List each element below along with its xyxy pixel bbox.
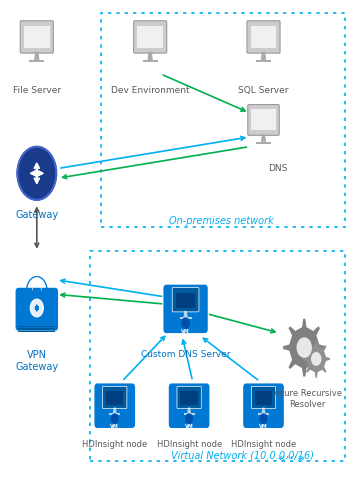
Polygon shape: [283, 318, 325, 376]
Polygon shape: [258, 413, 269, 415]
FancyBboxPatch shape: [24, 26, 50, 48]
FancyBboxPatch shape: [20, 21, 53, 53]
Polygon shape: [256, 142, 271, 144]
Text: DNS: DNS: [268, 164, 287, 172]
FancyBboxPatch shape: [106, 391, 124, 405]
Text: Dev Environment: Dev Environment: [111, 86, 190, 95]
Text: Azure Recursive
Resolver: Azure Recursive Resolver: [274, 389, 342, 409]
Text: «⋅⋅⋅»: «⋅⋅⋅»: [278, 451, 306, 465]
Polygon shape: [143, 60, 157, 62]
Circle shape: [111, 414, 118, 423]
Circle shape: [186, 414, 192, 423]
Circle shape: [17, 147, 56, 200]
Polygon shape: [113, 408, 117, 413]
Circle shape: [297, 338, 311, 357]
Text: HDInsight node: HDInsight node: [82, 440, 147, 449]
Polygon shape: [261, 408, 266, 413]
Circle shape: [182, 318, 189, 328]
Text: File Server: File Server: [13, 86, 61, 95]
Bar: [90, 251, 345, 461]
FancyBboxPatch shape: [176, 293, 195, 308]
FancyBboxPatch shape: [251, 26, 276, 48]
Text: HDInsight node: HDInsight node: [231, 440, 296, 449]
Polygon shape: [34, 52, 40, 60]
FancyBboxPatch shape: [251, 386, 276, 409]
FancyBboxPatch shape: [248, 105, 279, 135]
Text: Custom DNS Server: Custom DNS Server: [141, 350, 230, 359]
Circle shape: [30, 299, 43, 317]
Polygon shape: [261, 134, 266, 142]
FancyBboxPatch shape: [134, 21, 167, 53]
FancyBboxPatch shape: [247, 21, 280, 53]
FancyBboxPatch shape: [177, 386, 201, 409]
Circle shape: [260, 414, 267, 423]
Text: VM: VM: [110, 424, 119, 429]
FancyBboxPatch shape: [137, 26, 163, 48]
Polygon shape: [183, 311, 188, 318]
Text: Virtual Network (10.0.0.0/16): Virtual Network (10.0.0.0/16): [171, 450, 314, 460]
Polygon shape: [184, 413, 195, 415]
FancyBboxPatch shape: [169, 383, 210, 428]
Text: On-premises network: On-premises network: [169, 216, 273, 225]
Text: VPN
Gateway: VPN Gateway: [15, 350, 59, 373]
Polygon shape: [187, 408, 191, 413]
Polygon shape: [261, 52, 266, 60]
Polygon shape: [19, 326, 55, 327]
Text: Gateway: Gateway: [15, 209, 59, 220]
Circle shape: [312, 353, 321, 365]
FancyBboxPatch shape: [243, 383, 284, 428]
Polygon shape: [19, 331, 55, 333]
FancyBboxPatch shape: [255, 391, 272, 405]
Bar: [101, 14, 345, 226]
Text: SQL Server: SQL Server: [238, 86, 289, 95]
FancyBboxPatch shape: [102, 386, 127, 409]
FancyBboxPatch shape: [251, 110, 276, 131]
Polygon shape: [147, 52, 153, 60]
FancyBboxPatch shape: [180, 391, 198, 405]
FancyBboxPatch shape: [172, 287, 199, 312]
Polygon shape: [256, 60, 271, 62]
Polygon shape: [19, 328, 55, 330]
Text: VM: VM: [259, 424, 268, 429]
FancyBboxPatch shape: [94, 383, 135, 428]
Polygon shape: [29, 60, 44, 62]
Polygon shape: [302, 340, 330, 378]
FancyBboxPatch shape: [164, 285, 208, 333]
Text: VM: VM: [181, 329, 190, 334]
Text: HDInsight node: HDInsight node: [156, 440, 222, 449]
Text: VM: VM: [185, 424, 193, 429]
Polygon shape: [109, 413, 120, 415]
FancyBboxPatch shape: [16, 288, 58, 331]
Polygon shape: [180, 318, 192, 319]
